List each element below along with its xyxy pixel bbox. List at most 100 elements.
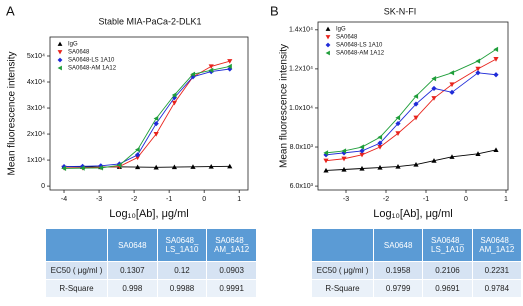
- data-point: [493, 57, 499, 62]
- x-tick-label: 1: [504, 196, 508, 203]
- data-point: [341, 148, 347, 154]
- chart-title: SK-N-FI: [384, 6, 417, 16]
- legend-marker: [325, 26, 331, 31]
- x-tick-label: -1: [166, 196, 172, 203]
- data-point: [341, 156, 347, 162]
- legend-marker: [325, 50, 330, 56]
- data-point: [493, 46, 499, 52]
- th: SA0648_ LS_1A10: [422, 228, 473, 262]
- data-point: [377, 134, 383, 140]
- legend-marker: [325, 35, 331, 40]
- data-point: [135, 155, 141, 161]
- legend-label: SA0648-AM 1A12: [336, 51, 385, 57]
- cell: 0.1958: [372, 261, 424, 280]
- y-tick-label: 5x10⁴: [27, 53, 45, 60]
- cell: 0.2231: [471, 261, 523, 280]
- x-tick-label: -1: [423, 196, 429, 203]
- legend-marker: [57, 41, 63, 46]
- legend-marker: [57, 50, 63, 55]
- data-point: [61, 165, 67, 172]
- data-point: [227, 63, 232, 70]
- data-point: [449, 89, 455, 95]
- chart-title: Stable MIA-PaCa-2-DLK1: [98, 16, 201, 26]
- legend-marker: [325, 42, 331, 48]
- legend-label: IgG: [336, 27, 346, 33]
- data-point: [449, 82, 455, 88]
- x-axis-label: Log₁₀[Ab], μg/ml: [109, 208, 188, 220]
- table: SA0648 SA0648_ LS_1A10 SA0648_ AM_1A12 EC5…: [311, 228, 523, 298]
- cell: 0.998: [107, 279, 158, 298]
- data-point: [98, 165, 103, 171]
- panel-label: A: [6, 3, 15, 18]
- cell: 0.9784: [471, 279, 523, 298]
- cell: 0.9691: [422, 279, 473, 298]
- cell: 0.0903: [206, 261, 257, 280]
- x-tick-label: 0: [464, 196, 468, 203]
- data-point: [377, 144, 383, 150]
- data-point: [413, 93, 419, 99]
- panel-label: B: [270, 3, 279, 18]
- th: SA0648_ LS_1A10: [156, 228, 208, 262]
- y-axis-label: Mean fluorescence intensity: [7, 52, 18, 176]
- series-line: [325, 72, 497, 156]
- legend-label: SA0648: [336, 35, 358, 41]
- data-point: [171, 164, 178, 170]
- legend-label: IgG: [68, 42, 78, 48]
- data-point: [395, 131, 401, 136]
- series-line: [64, 65, 230, 169]
- data-point: [395, 115, 401, 121]
- cell: 0.12: [156, 261, 208, 280]
- data-point: [377, 140, 383, 146]
- y-tick-label: 1x10⁴: [27, 157, 45, 164]
- data-point: [431, 76, 437, 82]
- data-point: [413, 115, 419, 121]
- data-point: [413, 162, 419, 167]
- cell: 0.2106: [422, 261, 473, 280]
- data-point: [153, 131, 159, 137]
- data-point: [359, 165, 365, 171]
- x-tick-label: -2: [131, 196, 137, 203]
- x-tick-label: 1: [237, 196, 241, 203]
- data-point: [377, 164, 383, 170]
- data-point: [171, 100, 178, 106]
- x-tick-label: -3: [343, 196, 349, 203]
- series-line: [325, 58, 497, 162]
- th: SA0648_ AM_1A12: [206, 228, 257, 262]
- x-tick-label: 0: [202, 196, 206, 203]
- data-point: [475, 66, 481, 72]
- corner: [311, 228, 374, 262]
- x-tick-label: -3: [96, 196, 102, 203]
- data-point: [227, 163, 233, 169]
- series-line: [64, 60, 230, 169]
- data-point: [395, 120, 401, 127]
- cell: 0.9991: [206, 279, 257, 298]
- data-point: [413, 101, 419, 107]
- row-label: R-Square: [45, 279, 108, 298]
- data-point: [153, 121, 159, 127]
- data-point: [359, 152, 365, 158]
- data-point: [227, 59, 233, 64]
- table: SA0648 SA0648_ LS_1A10 SA0648_ AM_1A12 EC5…: [45, 228, 257, 298]
- data-point: [493, 147, 499, 153]
- data-point: [153, 164, 159, 170]
- data-point: [341, 166, 347, 172]
- data-point: [135, 152, 141, 158]
- plot-frame: [317, 21, 509, 191]
- th: SA0648: [372, 228, 424, 262]
- y-tick-label: 2x10⁴: [27, 131, 45, 138]
- data-point: [431, 158, 437, 163]
- data-point: [449, 154, 455, 159]
- data-point: [171, 92, 177, 98]
- row-label: EC50 ( μg/ml ): [45, 261, 108, 280]
- series-line: [64, 165, 230, 168]
- corner: [45, 228, 108, 262]
- y-tick-label: 6.0x10³: [290, 183, 314, 190]
- row-label: R-Square: [311, 279, 374, 298]
- data-point: [493, 72, 499, 78]
- data-point: [190, 71, 196, 77]
- data-point: [190, 164, 196, 169]
- legend-label: SA0648-LS 1A10: [68, 58, 115, 64]
- data-point: [323, 150, 329, 156]
- data-point: [475, 151, 481, 156]
